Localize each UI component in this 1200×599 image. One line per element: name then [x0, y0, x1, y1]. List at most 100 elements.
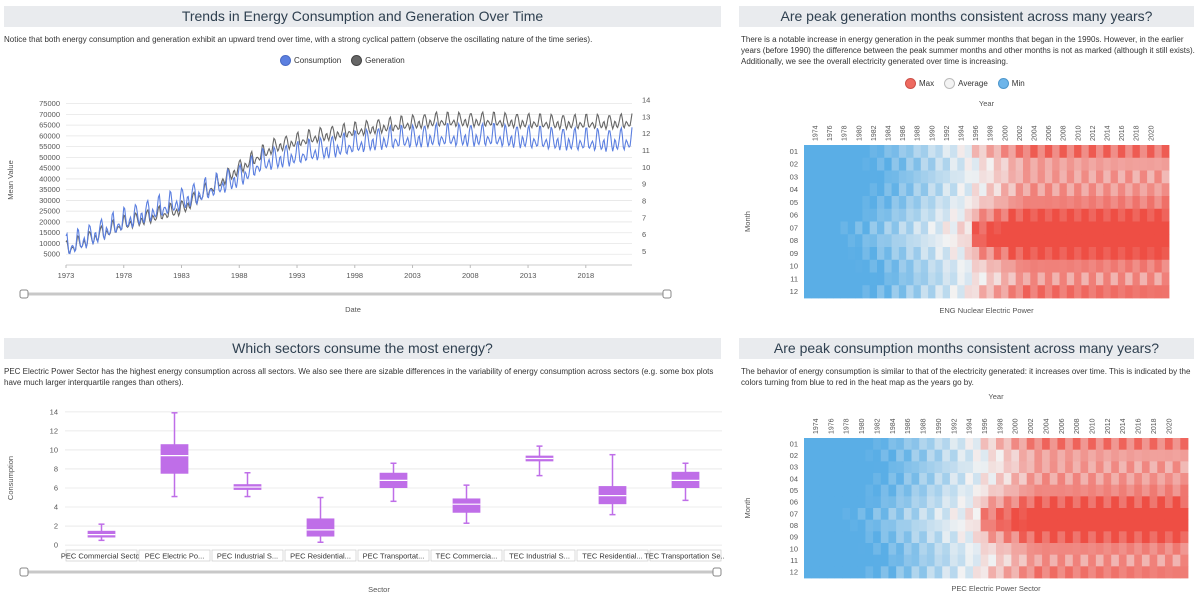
box-iqr[interactable]: [160, 444, 189, 474]
legend-consumption[interactable]: Consumption: [280, 55, 341, 66]
gen-heat-cell: [950, 247, 958, 261]
gen-heat-cell: [1117, 170, 1126, 184]
cons-heat-cell: [857, 484, 866, 497]
gen-heat-cell: [1103, 157, 1111, 171]
gen-heat-cell: [1103, 247, 1111, 261]
cons-heat-cell: [1164, 438, 1174, 451]
gen-heat-cell: [950, 157, 958, 171]
gen-heat-cell: [877, 183, 885, 197]
cons-heat-cell: [1180, 508, 1189, 521]
cons-heat-year-label: 1980: [859, 418, 866, 434]
gen-heat-cell: [862, 247, 871, 261]
cons-heat-cell: [1057, 566, 1066, 579]
cons-heat-cell: [972, 496, 982, 509]
gen-heat-cell: [1161, 208, 1170, 222]
box-iqr[interactable]: [306, 518, 335, 537]
cons-heat-cell: [1072, 519, 1081, 532]
gen-heat-cell: [957, 272, 965, 286]
gen-heat-cell: [1132, 196, 1141, 210]
gen-heat-cell: [1088, 183, 1097, 197]
cons-heat-cell: [1111, 566, 1120, 579]
cons-heat-cell: [834, 531, 843, 544]
gen-heat-year-label: 2020: [1148, 125, 1155, 141]
cons-heat-cell: [934, 461, 943, 474]
cons-heat-cell: [1095, 484, 1104, 497]
cons-heat-cell: [1141, 484, 1150, 497]
cons-heat-cell: [988, 473, 997, 486]
gen-heat-year-label: 1990: [929, 125, 936, 141]
gen-heat-cell: [942, 234, 951, 248]
gen-heat-cell: [877, 208, 885, 222]
box-iqr[interactable]: [452, 498, 481, 513]
gen-heat-cell: [804, 157, 812, 171]
cons-heat-cell: [988, 449, 997, 462]
cons-heat-cell: [1180, 461, 1189, 474]
gen-heat-cell: [920, 196, 929, 210]
cons-heat-cell: [880, 531, 889, 544]
cons-heat-cell: [1126, 473, 1135, 486]
gen-heat-cell: [928, 221, 936, 235]
cons-heat-cell: [965, 566, 974, 579]
cons-heat-cell: [1134, 543, 1143, 556]
gen-heat-cell: [825, 234, 834, 248]
gen-heat-cell: [811, 157, 819, 171]
legend-max[interactable]: Max: [905, 78, 934, 89]
sectors-slider-end-handle[interactable]: [712, 567, 722, 577]
cons-heat-cell: [1011, 484, 1020, 497]
cons-heat-cell: [1118, 508, 1127, 521]
cons-heat-cell: [1065, 508, 1074, 521]
cons-heat-cell: [1011, 554, 1020, 567]
gen-heat-cell: [898, 170, 907, 184]
gen-heat-cell: [913, 170, 922, 184]
trends-slider-end-handle[interactable]: [662, 289, 672, 299]
gen-heat-cell: [1052, 157, 1060, 171]
gen-heat-cell: [884, 170, 892, 184]
consumption-heatmap[interactable]: 1974 1976 1978 1980 1982 1984 1986 1988 1990 1992…: [735, 333, 1200, 599]
y-left-tick-label: 65000: [39, 121, 60, 130]
gen-heat-cell: [1154, 234, 1163, 248]
cons-heat-cell: [873, 531, 882, 544]
cons-heat-cell: [811, 519, 820, 532]
gen-heat-cell: [1037, 285, 1046, 299]
min-swatch: [997, 78, 1009, 89]
legend-min[interactable]: Min: [997, 78, 1025, 89]
gen-heat-month-label: 03: [790, 172, 798, 181]
cons-heat-cell: [850, 554, 859, 567]
gen-heat-cell: [986, 145, 995, 159]
sectors-slider-start-handle[interactable]: [19, 567, 29, 577]
gen-heat-cell: [855, 145, 863, 159]
cons-heat-cell: [827, 531, 836, 544]
cons-heat-cell: [1126, 531, 1135, 544]
gen-heat-cell: [906, 259, 914, 273]
gen-heat-cell: [1117, 221, 1126, 235]
cons-heat-month-label: 06: [790, 498, 798, 507]
cons-heat-cell: [934, 566, 943, 579]
cons-heat-year-label: 2014: [1120, 418, 1127, 434]
gen-heat-cell: [840, 221, 849, 235]
gen-heat-cell: [884, 196, 892, 210]
gen-heat-cell: [811, 259, 819, 273]
gen-heat-cell: [1161, 247, 1170, 261]
gen-heat-cell: [1147, 234, 1155, 248]
gen-heat-cell: [993, 221, 1002, 235]
cons-heat-cell: [865, 438, 874, 451]
cons-heat-cell: [934, 484, 943, 497]
cons-heat-cell: [1111, 449, 1120, 462]
cons-heat-cell: [1011, 531, 1020, 544]
cons-heat-cell: [1034, 438, 1043, 451]
trends-slider-start-handle[interactable]: [19, 289, 29, 299]
y-tick-label: 4: [54, 503, 58, 512]
gen-heat-cell: [877, 145, 885, 159]
legend-average[interactable]: Average: [944, 78, 988, 89]
gen-heat-cell: [1125, 247, 1133, 261]
gen-heat-cell: [1096, 221, 1104, 235]
cons-heat-cell: [1118, 531, 1127, 544]
gen-heat-cell: [1001, 285, 1009, 299]
legend-generation[interactable]: Generation: [351, 55, 405, 66]
cons-heat-cell: [1003, 566, 1012, 579]
gen-heat-cell: [898, 247, 907, 261]
generation-heatmap[interactable]: 1974 1976 1978 1980 1982 1984 1986 1988 1990 1992…: [735, 0, 1200, 325]
gen-heat-cell: [1037, 157, 1046, 171]
